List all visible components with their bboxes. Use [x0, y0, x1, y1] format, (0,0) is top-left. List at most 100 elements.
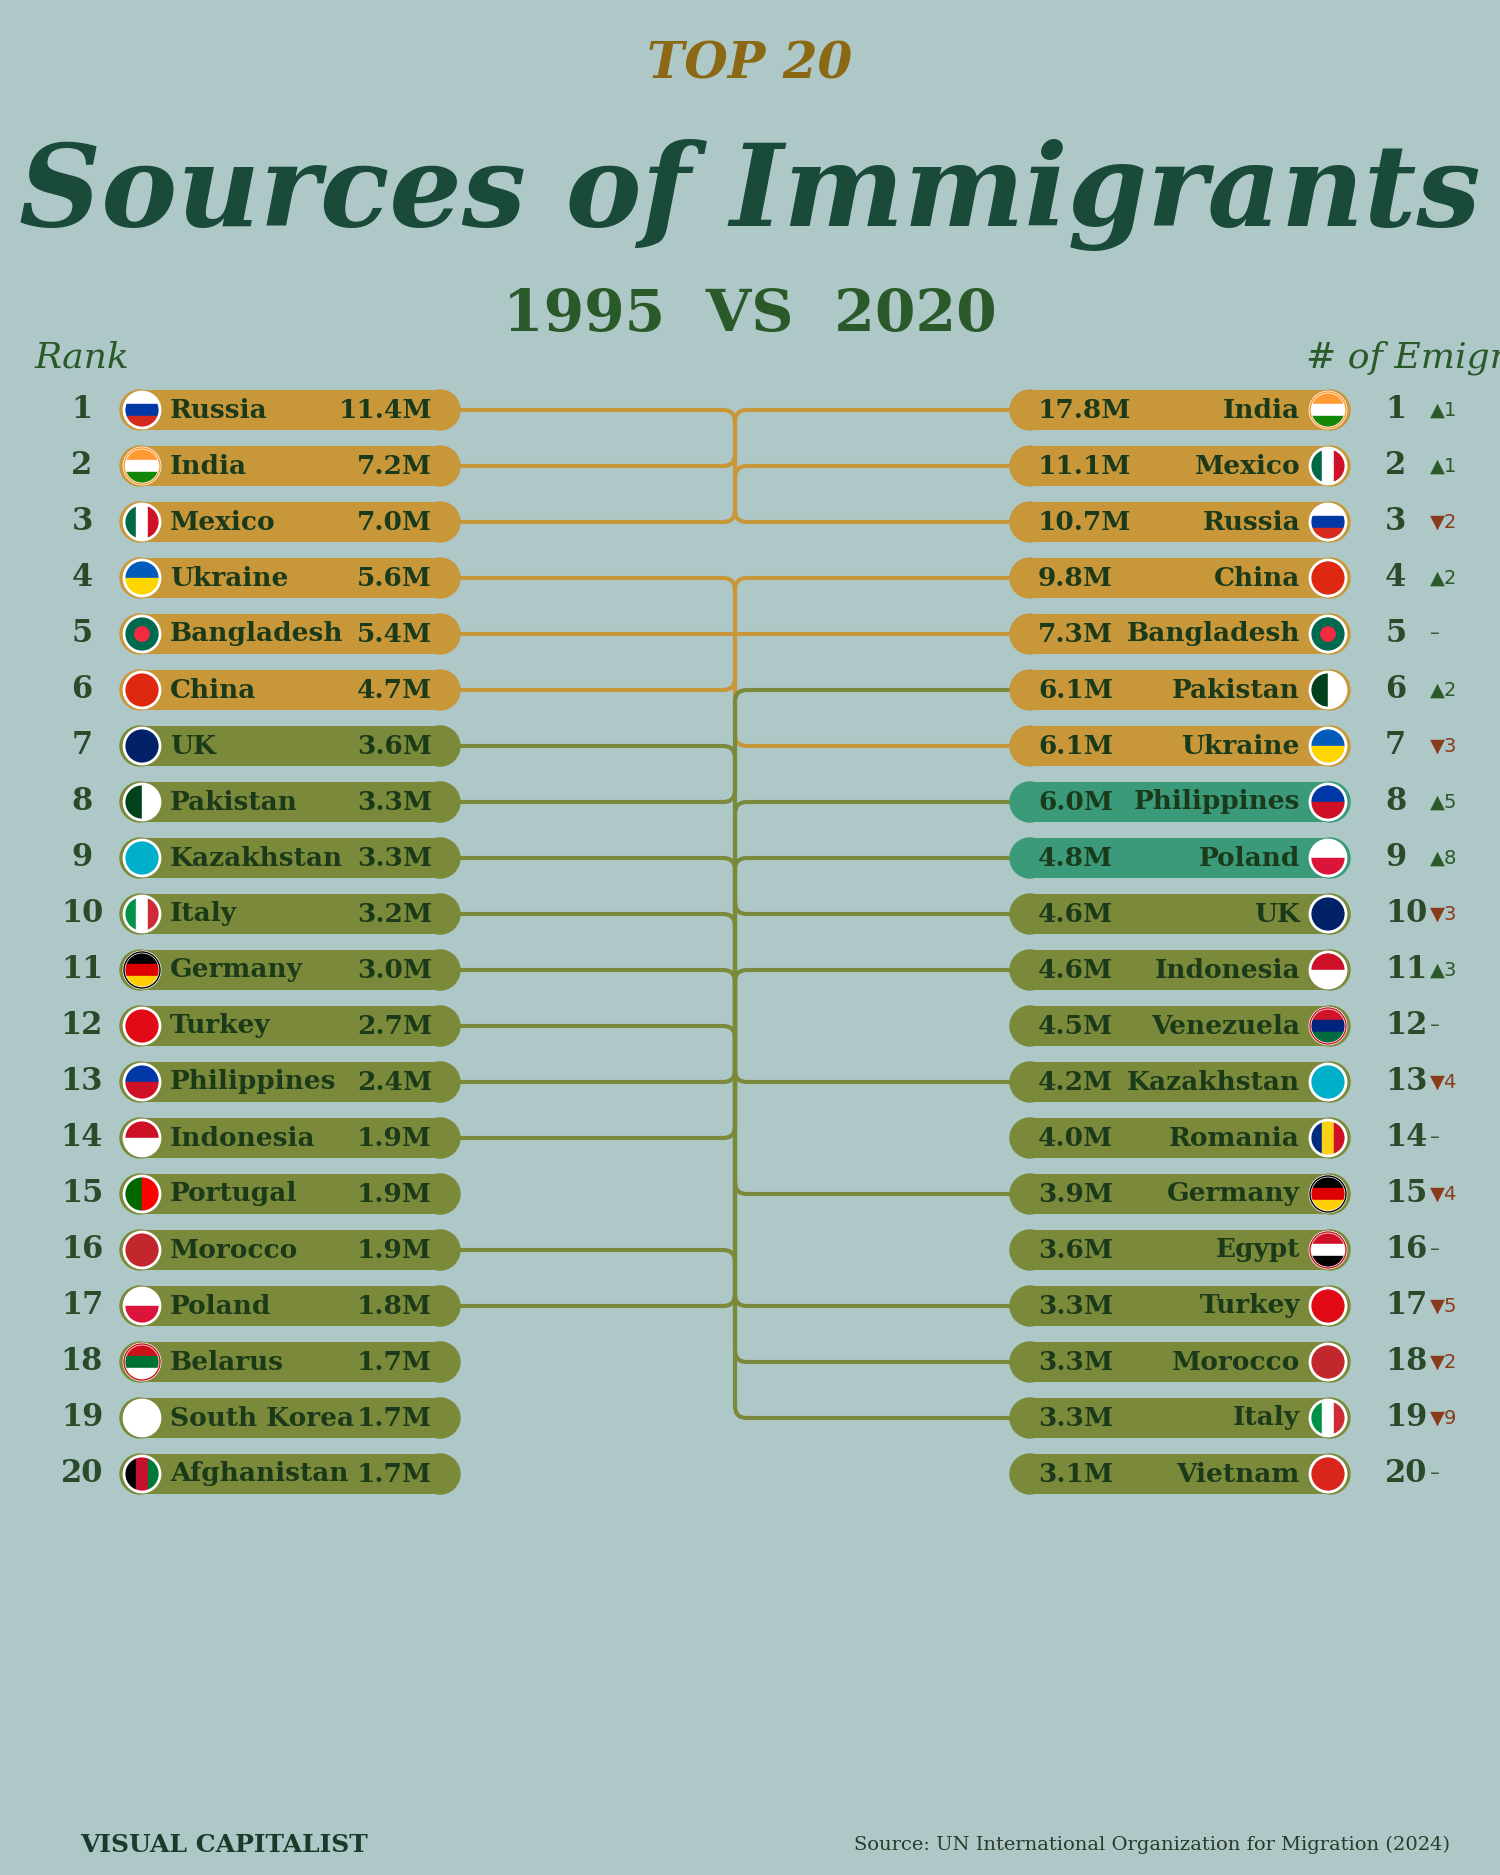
Text: Bangladesh: Bangladesh: [1126, 621, 1300, 647]
Bar: [124, 1176, 142, 1211]
Text: Rank: Rank: [34, 341, 129, 375]
Text: 3.0M: 3.0M: [357, 958, 432, 982]
Text: 8: 8: [1384, 786, 1407, 818]
FancyBboxPatch shape: [1030, 894, 1330, 934]
Text: 15: 15: [62, 1179, 104, 1209]
Bar: [1310, 1189, 1346, 1200]
Circle shape: [120, 1118, 160, 1159]
Text: Russia: Russia: [170, 398, 267, 422]
Bar: [124, 403, 160, 416]
Circle shape: [1010, 1007, 1050, 1046]
Text: 1.9M: 1.9M: [357, 1181, 432, 1206]
Bar: [142, 1176, 160, 1211]
Bar: [124, 1344, 160, 1356]
Circle shape: [1310, 1286, 1350, 1326]
Circle shape: [1010, 782, 1050, 821]
Text: 7.2M: 7.2M: [357, 454, 432, 478]
Bar: [142, 784, 160, 819]
Circle shape: [1310, 671, 1346, 709]
FancyBboxPatch shape: [1030, 782, 1330, 821]
Text: 7: 7: [1384, 731, 1406, 761]
Text: 17: 17: [1384, 1290, 1428, 1322]
Circle shape: [1310, 503, 1350, 542]
Text: 3.3M: 3.3M: [357, 846, 432, 870]
Bar: [124, 1356, 160, 1369]
Bar: [1310, 1009, 1346, 1020]
Text: ▼3: ▼3: [1430, 737, 1458, 756]
Text: ▼2: ▼2: [1430, 1352, 1458, 1371]
Circle shape: [1310, 1063, 1346, 1101]
FancyBboxPatch shape: [140, 1399, 440, 1438]
Circle shape: [120, 1399, 160, 1438]
Text: ▲5: ▲5: [1430, 793, 1458, 812]
Text: 5: 5: [1384, 619, 1406, 649]
Circle shape: [124, 1063, 160, 1101]
FancyBboxPatch shape: [140, 1007, 440, 1046]
Bar: [1310, 504, 1346, 516]
Circle shape: [1010, 559, 1050, 598]
Text: 2.7M: 2.7M: [357, 1014, 432, 1039]
Circle shape: [120, 390, 160, 429]
Bar: [1310, 802, 1346, 819]
Circle shape: [1010, 1342, 1050, 1382]
Text: 2.4M: 2.4M: [357, 1069, 432, 1095]
Text: Poland: Poland: [1198, 846, 1300, 870]
Text: 9.8M: 9.8M: [1038, 566, 1113, 591]
Text: UK: UK: [170, 733, 216, 759]
Text: 4: 4: [1384, 562, 1407, 594]
FancyBboxPatch shape: [1030, 446, 1330, 486]
Text: China: China: [170, 677, 256, 703]
Circle shape: [1310, 1007, 1350, 1046]
FancyBboxPatch shape: [140, 1230, 440, 1269]
Bar: [148, 504, 160, 540]
FancyBboxPatch shape: [140, 613, 440, 654]
FancyBboxPatch shape: [1030, 1230, 1330, 1269]
Circle shape: [124, 671, 160, 709]
Circle shape: [420, 894, 460, 934]
Bar: [1310, 952, 1346, 969]
Text: Indonesia: Indonesia: [1155, 958, 1300, 982]
Bar: [1310, 859, 1346, 876]
Circle shape: [1310, 392, 1346, 428]
Circle shape: [1310, 728, 1346, 763]
Text: Bangladesh: Bangladesh: [170, 621, 344, 647]
Circle shape: [1310, 1399, 1350, 1438]
Circle shape: [1310, 952, 1346, 988]
Circle shape: [1310, 1401, 1346, 1436]
Circle shape: [1310, 504, 1346, 540]
Circle shape: [124, 728, 160, 763]
Circle shape: [120, 1007, 160, 1046]
Text: 3.1M: 3.1M: [1038, 1461, 1113, 1487]
Circle shape: [124, 952, 160, 988]
FancyBboxPatch shape: [140, 1342, 440, 1382]
Text: Pakistan: Pakistan: [170, 789, 298, 814]
Text: 3.2M: 3.2M: [357, 902, 432, 926]
Bar: [124, 1138, 160, 1157]
Circle shape: [1310, 1119, 1346, 1157]
Bar: [1334, 1119, 1346, 1157]
Text: Philippines: Philippines: [170, 1069, 336, 1095]
Circle shape: [124, 1009, 160, 1044]
Text: ▼4: ▼4: [1430, 1185, 1458, 1204]
Bar: [136, 1457, 148, 1492]
FancyBboxPatch shape: [1030, 390, 1330, 429]
Text: Indonesia: Indonesia: [170, 1125, 315, 1151]
Text: Philippines: Philippines: [1134, 789, 1300, 814]
Circle shape: [124, 504, 160, 540]
Text: 1.9M: 1.9M: [357, 1125, 432, 1151]
Circle shape: [1310, 1061, 1350, 1102]
Text: 3.9M: 3.9M: [1038, 1181, 1113, 1206]
Bar: [1310, 403, 1346, 416]
Circle shape: [124, 617, 160, 652]
Text: Ukraine: Ukraine: [1182, 733, 1300, 759]
Text: China: China: [1214, 566, 1300, 591]
Text: 7.3M: 7.3M: [1038, 621, 1113, 647]
Text: 3.6M: 3.6M: [1038, 1238, 1113, 1262]
Circle shape: [120, 613, 160, 654]
Circle shape: [1310, 446, 1350, 486]
Bar: [124, 977, 160, 988]
FancyBboxPatch shape: [140, 669, 440, 711]
Bar: [1310, 1200, 1346, 1211]
Bar: [124, 1457, 136, 1492]
Bar: [1310, 1119, 1322, 1157]
